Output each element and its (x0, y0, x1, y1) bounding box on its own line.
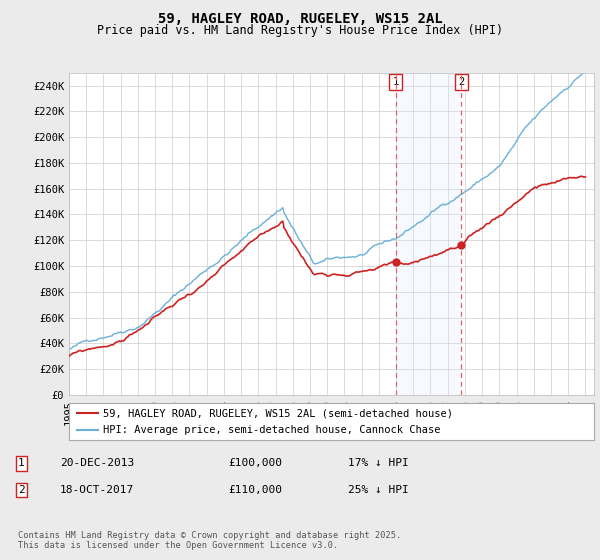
Bar (395, 73, 461, 395)
Text: 1: 1 (18, 458, 25, 468)
Text: 59, HAGLEY ROAD, RUGELEY, WS15 2AL: 59, HAGLEY ROAD, RUGELEY, WS15 2AL (158, 12, 442, 26)
Text: 20-DEC-2013: 20-DEC-2013 (60, 458, 134, 468)
Text: 2: 2 (458, 77, 464, 87)
Text: HPI: Average price, semi-detached house, Cannock Chase: HPI: Average price, semi-detached house,… (103, 425, 440, 435)
Text: 25% ↓ HPI: 25% ↓ HPI (348, 485, 409, 495)
Text: Price paid vs. HM Land Registry's House Price Index (HPI): Price paid vs. HM Land Registry's House … (97, 24, 503, 36)
Text: £100,000: £100,000 (228, 458, 282, 468)
Text: 17% ↓ HPI: 17% ↓ HPI (348, 458, 409, 468)
Text: Contains HM Land Registry data © Crown copyright and database right 2025.
This d: Contains HM Land Registry data © Crown c… (18, 530, 401, 550)
Text: 59, HAGLEY ROAD, RUGELEY, WS15 2AL (semi-detached house): 59, HAGLEY ROAD, RUGELEY, WS15 2AL (semi… (103, 408, 453, 418)
Text: 18-OCT-2017: 18-OCT-2017 (60, 485, 134, 495)
Text: 1: 1 (392, 77, 398, 87)
Text: £110,000: £110,000 (228, 485, 282, 495)
Text: 2: 2 (18, 485, 25, 495)
